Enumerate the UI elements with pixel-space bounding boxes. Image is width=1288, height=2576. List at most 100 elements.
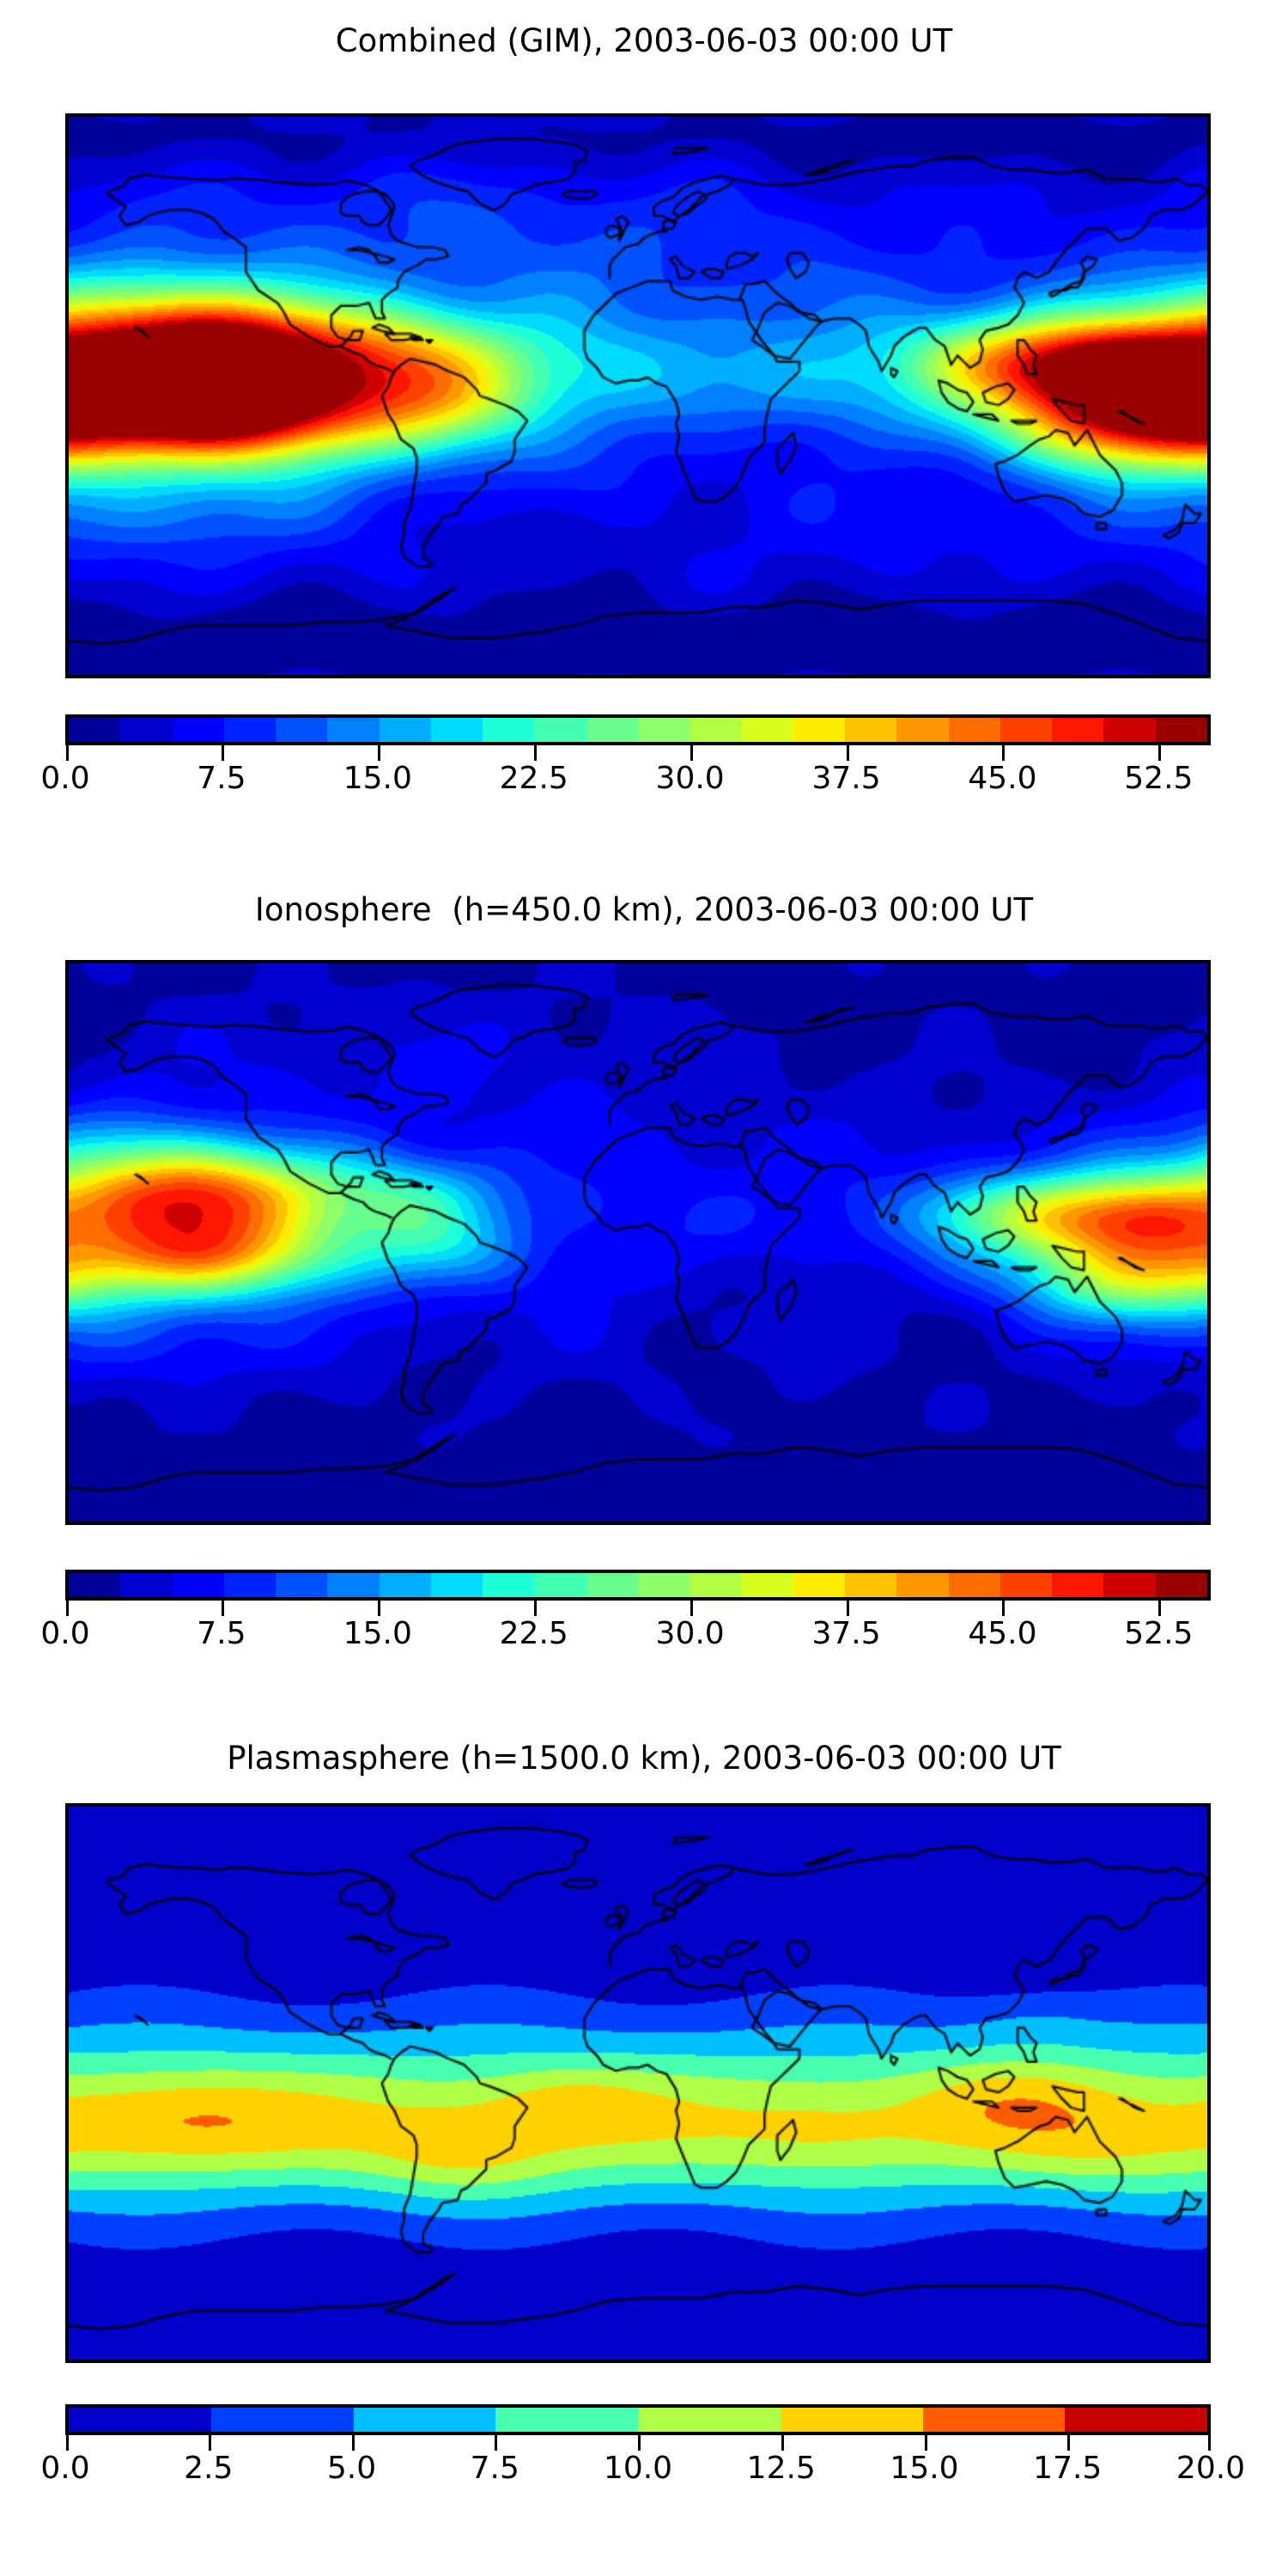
colorbar-tick — [846, 1601, 849, 1616]
map-plasmasphere — [65, 1803, 1211, 2363]
colorbar-segment — [327, 718, 380, 742]
colorbar-tick — [351, 2435, 355, 2451]
colorbar-segment — [999, 1573, 1053, 1597]
colorbar-segment — [223, 1573, 276, 1597]
colorbar-segment — [1103, 1573, 1156, 1597]
colorbar-tick — [1208, 2435, 1211, 2451]
colorbar-tick-label: 37.5 — [811, 761, 881, 796]
colorbar-segment — [69, 1573, 121, 1597]
colorbar-tick-label: 0.0 — [40, 761, 90, 796]
colorbar-segment — [896, 718, 949, 742]
colorbar-tick — [1067, 2435, 1071, 2451]
colorbar-tick-label: 12.5 — [746, 2451, 816, 2486]
map-ionosphere — [65, 960, 1211, 1525]
colorbar-segment — [210, 2408, 354, 2432]
colorbar-segment — [844, 1573, 897, 1597]
panel-ionosphere: Ionosphere (h=450.0 km), 2003-06-03 00:0… — [0, 850, 1288, 1717]
colorbar-tick-label: 7.5 — [197, 761, 246, 796]
colorbar-segment — [1065, 2408, 1207, 2432]
colorbar-tick-label: 30.0 — [655, 761, 725, 796]
colorbar-segment — [948, 718, 1000, 742]
colorbar-tick-label: 20.0 — [1176, 2451, 1246, 2486]
colorbar-plasmasphere-wrap: 0.0 2.5 5.0 7.5 10.0 12.5 15.0 17.5 20.0 — [40, 2404, 1245, 2486]
colorbar-tick — [781, 2435, 784, 2451]
colorbar-tick-label: 15.0 — [343, 761, 412, 796]
colorbar-segment — [430, 1573, 483, 1597]
panel-plasmasphere: Plasmasphere (h=1500.0 km), 2003-06-03 0… — [0, 1709, 1288, 2576]
colorbar-segment — [276, 1573, 328, 1597]
colorbar-tick-label: 45.0 — [968, 1616, 1037, 1651]
colorbar-tick — [638, 2435, 641, 2451]
panel-title-ionosphere: Ionosphere (h=450.0 km), 2003-06-03 00:0… — [254, 891, 1034, 928]
colorbar-segment — [948, 1573, 1000, 1597]
colorbar-tick-label: 15.0 — [890, 2451, 959, 2486]
colorbar-tick — [1002, 1601, 1005, 1616]
colorbar-segment — [483, 718, 535, 742]
colorbar-ionosphere[interactable] — [65, 1570, 1211, 1601]
panel-title-plasmasphere: Plasmasphere (h=1500.0 km), 2003-06-03 0… — [227, 1740, 1061, 1777]
colorbar-segment — [69, 2408, 211, 2432]
colorbar-tick-label: 7.5 — [197, 1616, 246, 1651]
colorbar-segment — [690, 718, 742, 742]
map-canvas-ionosphere — [69, 963, 1207, 1522]
colorbar-segment — [379, 718, 431, 742]
colorbar-segment — [793, 1573, 845, 1597]
colorbar-segment — [172, 1573, 224, 1597]
panel-combined: Combined (GIM), 2003-06-03 00:00 UT 0.0 7… — [0, 0, 1288, 859]
colorbar-tick — [208, 2435, 211, 2451]
colorbar-tick — [846, 745, 849, 761]
colorbar-tick — [377, 745, 380, 761]
colorbar-ionosphere-wrap: 0.0 7.5 15.0 22.5 30.0 37.5 45.0 52.5 — [40, 1570, 1211, 1651]
colorbar-tick-label: 30.0 — [655, 1616, 725, 1651]
colorbar-segment — [586, 718, 638, 742]
panel-title-combined: Combined (GIM), 2003-06-03 00:00 UT — [335, 22, 953, 59]
colorbar-segment — [379, 1573, 431, 1597]
colorbar-segment — [741, 1573, 793, 1597]
map-canvas-combined — [69, 117, 1207, 675]
colorbar-segment — [353, 2408, 496, 2432]
colorbar-segment — [690, 1573, 742, 1597]
colorbar-tick-label: 45.0 — [968, 761, 1037, 796]
map-combined — [65, 113, 1211, 678]
colorbar-segment — [1052, 718, 1104, 742]
colorbar-segment — [1155, 1573, 1207, 1597]
colorbar-tick — [66, 2435, 69, 2451]
colorbar-tick — [924, 2435, 927, 2451]
colorbar-segment — [922, 2408, 1066, 2432]
colorbar-segment — [534, 718, 586, 742]
colorbar-plasmasphere[interactable] — [65, 2404, 1211, 2435]
colorbar-tick — [690, 745, 693, 761]
colorbar-tick — [377, 1601, 380, 1616]
colorbar-segment — [844, 718, 897, 742]
colorbar-tick-label: 10.0 — [603, 2451, 673, 2486]
colorbar-tick-label: 52.5 — [1124, 761, 1194, 796]
colorbar-tick — [690, 1601, 693, 1616]
colorbar-tick — [1158, 1601, 1162, 1616]
colorbar-tick-label: 17.5 — [1033, 2451, 1103, 2486]
colorbar-tick-label: 15.0 — [343, 1616, 412, 1651]
colorbar-segment — [430, 718, 483, 742]
colorbar-segment — [780, 2408, 923, 2432]
colorbar-segment — [223, 718, 276, 742]
colorbar-segment — [483, 1573, 535, 1597]
colorbar-segment — [999, 718, 1053, 742]
colorbar-segment — [327, 1573, 380, 1597]
colorbar-tick-label: 22.5 — [499, 761, 568, 796]
colorbar-tick-label: 5.0 — [326, 2451, 377, 2486]
colorbar-combined[interactable] — [65, 714, 1211, 745]
colorbar-tick-label: 7.5 — [470, 2451, 519, 2486]
colorbar-segment — [172, 718, 224, 742]
colorbar-segment — [586, 1573, 638, 1597]
colorbar-tick — [495, 2435, 498, 2451]
colorbar-tick — [533, 745, 537, 761]
colorbar-tick-label: 22.5 — [499, 1616, 568, 1651]
colorbar-segment — [120, 1573, 173, 1597]
colorbar-segment — [637, 718, 690, 742]
colorbar-segment — [638, 2408, 781, 2432]
colorbar-segment — [276, 718, 328, 742]
colorbar-segment — [120, 718, 173, 742]
colorbar-segment — [1052, 1573, 1104, 1597]
colorbar-segment — [1155, 718, 1207, 742]
colorbar-tick — [66, 1601, 69, 1616]
